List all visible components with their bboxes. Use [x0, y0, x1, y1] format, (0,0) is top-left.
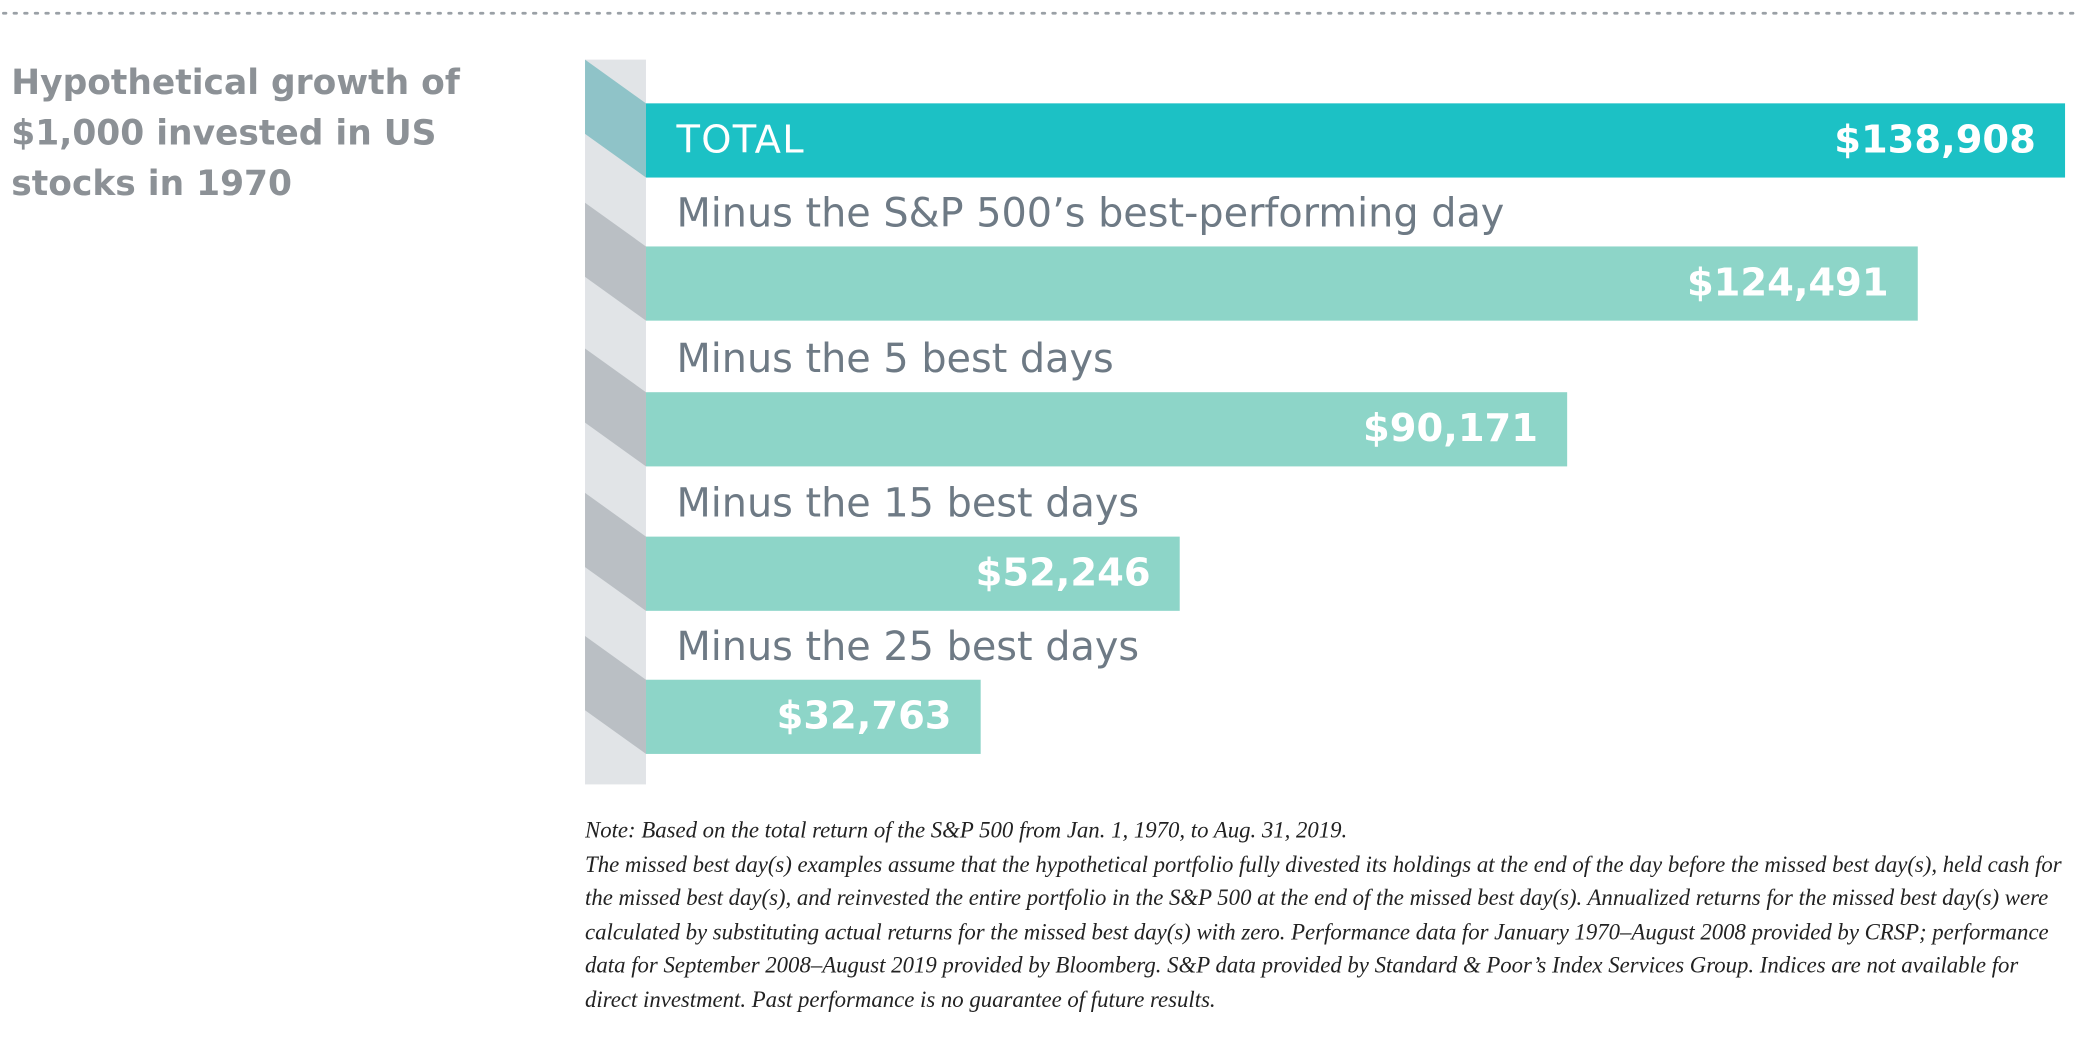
value-label: $32,763 [777, 694, 952, 739]
bar [645, 679, 981, 754]
category-label: Minus the S&P 500’s best-performing day [676, 190, 1504, 236]
bar [645, 246, 1918, 321]
title-container: Hypothetical growth of $1,000 invested i… [11, 63, 460, 205]
row-chevron [585, 636, 646, 754]
bars: TOTAL $138,908 Minus the S&P 500’s best-pe… [585, 59, 2066, 754]
bar [645, 103, 2066, 178]
note-paragraph: The missed best day(s) examples assume t… [585, 851, 2062, 1012]
value-label: $138,908 [1834, 117, 2036, 162]
row-chevron [585, 492, 646, 611]
value-label: $52,246 [976, 551, 1151, 596]
category-label: TOTAL [675, 117, 804, 162]
bar [645, 536, 1180, 611]
chart-title: Hypothetical growth of $1,000 invested i… [11, 63, 460, 205]
row-chevron [585, 59, 646, 178]
row-chevron [585, 202, 646, 321]
row-chevron [585, 348, 646, 467]
note-line: Note: Based on the total return of the S… [585, 817, 1348, 843]
bar [645, 392, 1568, 467]
value-label: $90,171 [1363, 406, 1538, 451]
category-label: Minus the 5 best days [676, 336, 1113, 382]
note-container: Note: Based on the total return of the S… [585, 814, 2069, 1017]
note: Note: Based on the total return of the S… [585, 814, 2069, 1017]
category-label: Minus the 15 best days [676, 481, 1139, 527]
value-label: $124,491 [1687, 260, 1889, 305]
category-label: Minus the 25 best days [676, 624, 1139, 670]
